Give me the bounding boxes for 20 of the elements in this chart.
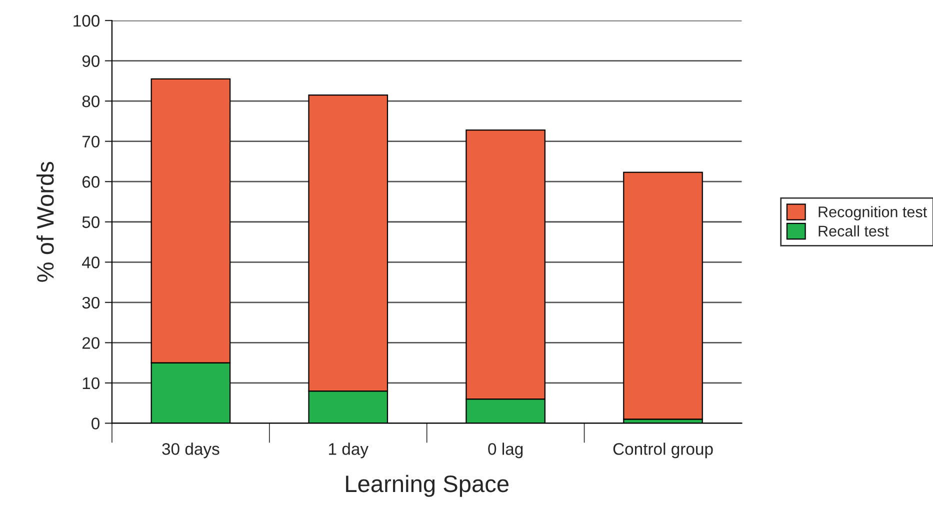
y-tick-label: 50 [82,216,100,228]
y-tick-label: 60 [82,176,100,188]
y-tick-label: 10 [82,377,100,390]
y-tick-label: 0 [92,418,100,430]
y-tick-label: 40 [82,256,100,268]
x-tick-label: Control group [613,442,713,458]
y-tick-label: 20 [82,337,100,349]
y-tick-label: 80 [82,95,100,108]
y-tick-label: 100 [74,14,100,27]
x-axis-title: Learning Space [346,474,509,497]
y-tick-label: 90 [82,55,100,67]
bar [623,172,703,420]
x-tick-label: 30 days [162,442,220,458]
y-tick-label: 30 [82,296,100,309]
x-tick-label: 1 day [329,442,368,458]
y-axis-title: % of Words [36,162,54,282]
y-tick-label: 70 [82,136,100,148]
x-tick-label: 0 lag [488,442,523,458]
legend-label: Recognition test [818,206,927,220]
legend-label: Recall test [818,225,889,237]
